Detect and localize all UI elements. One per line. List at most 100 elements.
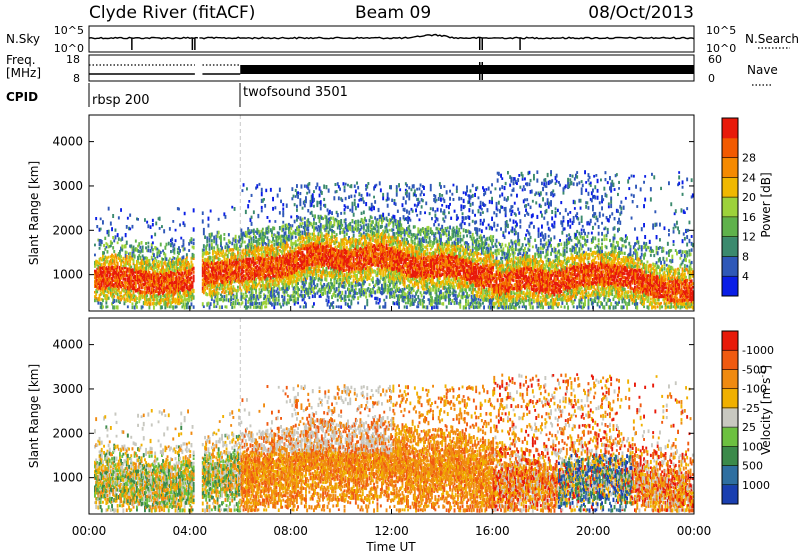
echo-cell: [207, 269, 210, 274]
echo-cell: [403, 298, 406, 302]
echo-cell: [215, 255, 218, 260]
echo-cell: [286, 236, 289, 241]
echo-cell: [415, 298, 417, 301]
echo-cell: [370, 202, 373, 207]
echo-cell: [258, 273, 261, 278]
echo-cell: [319, 227, 322, 231]
nsky-tick-top-right: 10^5: [706, 24, 736, 37]
echo-cell: [408, 256, 411, 260]
echo-cell: [374, 248, 377, 253]
echo-cell: [248, 269, 251, 272]
echo-cell: [419, 281, 422, 284]
echo-cell: [391, 263, 394, 268]
echo-cell: [131, 302, 134, 306]
echo-cell: [231, 255, 234, 260]
echo-cell: [99, 243, 102, 247]
echo-cell: [103, 269, 105, 274]
echo-cell: [297, 292, 299, 297]
echo-cell: [185, 286, 188, 290]
echo-cell: [102, 286, 104, 291]
echo-cell: [121, 248, 124, 252]
echo-cell: [157, 260, 160, 264]
echo-cell: [421, 247, 424, 252]
echo-cell: [181, 305, 184, 309]
echo-cell: [113, 298, 116, 303]
echo-cell: [389, 185, 391, 190]
echo-cell: [332, 260, 335, 264]
echo-cell: [242, 231, 245, 236]
echo-cell: [384, 274, 387, 278]
echo-cell: [386, 219, 389, 223]
echo-cell: [421, 239, 424, 243]
echo-cell: [215, 251, 218, 256]
echo-cell: [386, 203, 389, 208]
echo-cell: [434, 248, 437, 252]
echo-cell: [419, 183, 422, 187]
echo-cell: [140, 262, 143, 267]
echo-cell: [365, 254, 368, 258]
echo-cell: [210, 245, 213, 250]
echo-cell: [156, 276, 159, 280]
echo-cell: [429, 240, 432, 244]
echo-cell: [440, 258, 442, 261]
echo-cell: [260, 229, 263, 234]
echo-cell: [263, 297, 265, 301]
echo-cell: [99, 239, 102, 243]
echo-cell: [252, 231, 255, 236]
echo-cell: [271, 230, 273, 234]
echo-cell: [313, 282, 315, 286]
echo-cell: [339, 258, 341, 263]
echo-cell: [243, 297, 246, 300]
echo-cell: [376, 248, 379, 252]
echo-cell: [391, 273, 394, 278]
echo-cell: [326, 208, 329, 212]
echo-cell: [150, 273, 153, 277]
echo-cell: [239, 258, 242, 262]
echo-cell: [309, 248, 312, 252]
echo-cell: [427, 259, 430, 263]
echo-cell: [391, 276, 394, 281]
echo-cell: [134, 281, 137, 285]
echo-cell: [313, 290, 315, 295]
echo-cell: [302, 266, 305, 270]
echo-cell: [241, 249, 244, 254]
echo-cell: [172, 288, 175, 293]
echo-cell: [300, 273, 303, 277]
echo-cell: [109, 294, 112, 297]
echo-cell: [298, 263, 301, 268]
echo-cell: [324, 228, 327, 232]
echo-cell: [247, 253, 250, 257]
echo-cell: [317, 289, 320, 293]
echo-cell: [113, 272, 116, 276]
echo-cell: [403, 252, 406, 256]
echo-cell: [403, 237, 406, 241]
echo-cell: [320, 241, 323, 246]
echo-cell: [425, 287, 428, 291]
echo-cell: [315, 243, 318, 248]
echo-cell: [297, 225, 299, 229]
cpid-program-1: rbsp 200: [92, 93, 150, 108]
echo-cell: [353, 194, 356, 198]
echo-cell: [358, 264, 361, 268]
echo-cell: [112, 283, 115, 287]
echo-cell: [184, 282, 187, 286]
echo-cell: [320, 292, 323, 296]
echo-cell: [417, 256, 420, 261]
echo-cell: [423, 305, 425, 309]
echo-cell: [398, 248, 400, 252]
echo-cell: [249, 231, 252, 235]
echo-cell: [258, 248, 261, 252]
echo-cell: [235, 269, 238, 272]
echo-cell: [327, 285, 330, 290]
echo-cell: [218, 249, 221, 253]
echo-cell: [403, 291, 406, 296]
echo-cell: [290, 215, 293, 219]
echo-cell: [392, 221, 395, 225]
echo-cell: [156, 297, 159, 303]
echo-cell: [174, 228, 177, 232]
echo-cell: [285, 234, 288, 240]
echo-cell: [359, 283, 362, 286]
echo-cell: [358, 192, 361, 197]
echo-cell: [348, 275, 350, 279]
echo-cell: [100, 258, 103, 262]
